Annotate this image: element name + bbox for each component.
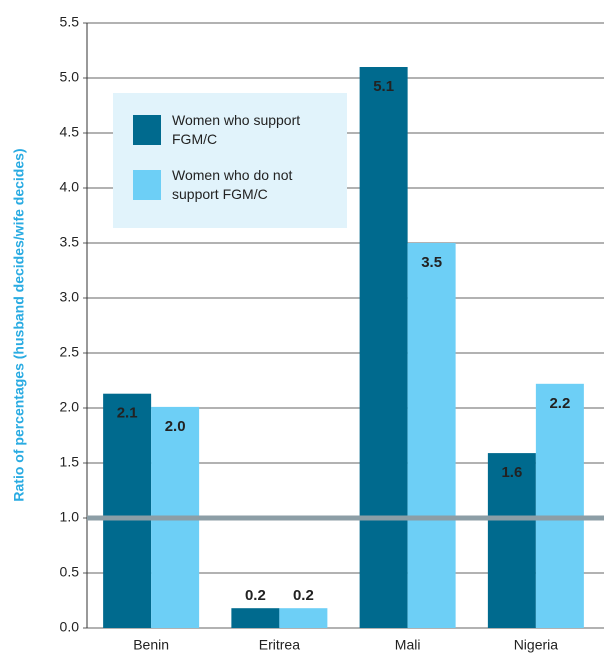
bar <box>279 608 328 628</box>
y-tick-label: 3.5 <box>60 234 80 250</box>
y-tick-label: 2.5 <box>60 344 80 360</box>
value-label: 0.2 <box>293 587 314 604</box>
y-tick-label: 0.5 <box>60 564 80 580</box>
legend: Women who support FGM/C Women who do not su… <box>113 93 347 228</box>
bar <box>535 383 584 628</box>
bar <box>231 608 280 628</box>
bar <box>103 393 152 628</box>
y-tick-label: 5.5 <box>60 14 80 30</box>
y-tick-label: 4.0 <box>60 179 80 195</box>
y-tick-label: 0.0 <box>60 619 80 635</box>
value-label: 0.2 <box>245 587 266 604</box>
x-tick-label: Eritrea <box>259 637 300 653</box>
y-tick-label: 2.0 <box>60 399 80 415</box>
legend-swatch <box>133 115 161 145</box>
x-tick-label: Benin <box>133 637 169 653</box>
y-tick-label: 1.5 <box>60 454 80 470</box>
y-tick-label: 3.0 <box>60 289 80 305</box>
legend-label: Women who do not support FGM/C <box>172 167 292 202</box>
value-label: 5.1 <box>373 78 394 95</box>
y-tick-label: 1.0 <box>60 509 80 525</box>
value-label: 2.0 <box>165 418 186 435</box>
x-tick-label: Nigeria <box>514 637 559 653</box>
value-label: 2.2 <box>549 395 570 412</box>
bar <box>407 243 456 628</box>
legend-label: Women who support FGM/C <box>172 112 300 147</box>
y-axis-label: Ratio of percentages (husband decides/wi… <box>11 148 27 501</box>
y-tick-label: 5.0 <box>60 69 80 85</box>
bar <box>487 453 536 628</box>
value-label: 1.6 <box>501 464 522 481</box>
value-label: 2.1 <box>117 405 138 422</box>
y-tick-label: 4.5 <box>60 124 80 140</box>
bar <box>359 67 408 628</box>
x-tick-label: Mali <box>395 637 421 653</box>
value-label: 3.5 <box>421 254 442 271</box>
legend-swatch <box>133 170 161 200</box>
